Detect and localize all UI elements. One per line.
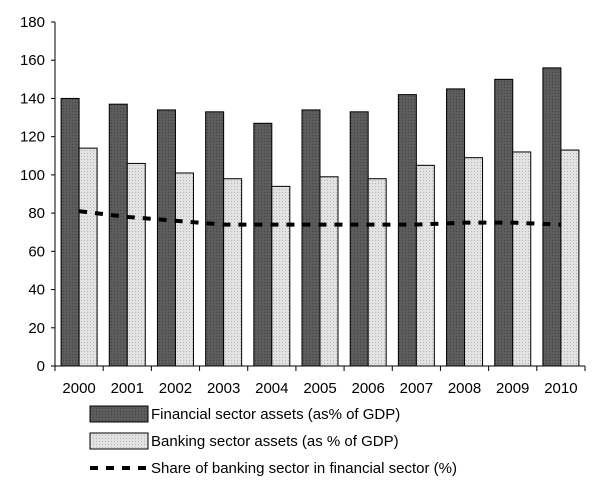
y-tick-label: 140 <box>20 90 45 107</box>
y-tick-label: 60 <box>28 243 45 260</box>
x-tick-label: 2003 <box>207 380 240 397</box>
y-tick-label: 40 <box>28 282 45 299</box>
financial-sector-bar <box>446 88 466 367</box>
banking-sector-bar <box>174 172 194 367</box>
y-tick-label: 120 <box>20 129 45 146</box>
x-axis: 2000 2001 2002 2003 2004 2005 2006 2007 2008 2009… <box>54 365 586 397</box>
financial-sector-bar <box>542 67 562 367</box>
y-tick-label: 160 <box>20 52 45 69</box>
legend-label: Banking sector assets (as % of GDP) <box>151 433 399 450</box>
x-tick-label: 2008 <box>448 380 481 397</box>
financial-sector-bar <box>156 109 176 367</box>
financial-sector-bar <box>253 122 273 367</box>
x-tick-label: 2002 <box>159 380 192 397</box>
banking-sector-bar <box>78 147 98 367</box>
legend-label: Share of banking sector in financial sec… <box>151 460 457 477</box>
legend-banking-swatch <box>89 432 149 450</box>
legend: Financial sector assets (as% of GDP) Bank… <box>89 405 457 477</box>
financial-sector-bar <box>349 111 369 367</box>
financial-sector-bar <box>60 97 80 367</box>
y-tick-label: 80 <box>28 205 45 222</box>
y-tick-label: 0 <box>37 358 45 375</box>
banking-sector-bar <box>512 151 532 367</box>
share-line-path <box>78 209 561 227</box>
x-tick-label: 2004 <box>255 380 288 397</box>
legend-label: Financial sector assets (as% of GDP) <box>151 406 400 423</box>
x-tick-label: 2005 <box>303 380 336 397</box>
financial-sector-bar <box>397 94 417 367</box>
financial-sector-bar <box>108 103 128 367</box>
y-axis: 0 20 40 60 80 100 120 140 160 180 <box>20 14 56 375</box>
y-tick-label: 100 <box>20 167 45 184</box>
y-tick-label: 180 <box>20 14 45 31</box>
banking-sector-bar <box>319 176 339 367</box>
x-tick-label: 2010 <box>544 380 577 397</box>
x-tick-label: 2000 <box>62 380 95 397</box>
x-tick-label: 2006 <box>351 380 384 397</box>
banking-sector-bar <box>560 149 580 367</box>
share-line <box>78 209 561 227</box>
banking-sector-bar <box>126 162 146 367</box>
legend-financial-swatch <box>89 405 149 423</box>
banking-sector-bar <box>367 178 387 367</box>
bars <box>60 67 580 367</box>
financial-sector-bar <box>205 111 225 367</box>
banking-sector-bar <box>464 157 484 367</box>
x-tick-label: 2001 <box>111 380 144 397</box>
banking-sector-bar <box>271 185 291 367</box>
x-tick-label: 2009 <box>496 380 529 397</box>
banking-sector-bar <box>223 178 243 367</box>
banking-sector-bar <box>415 164 435 367</box>
financial-sector-bar <box>301 109 321 367</box>
x-tick-label: 2007 <box>400 380 433 397</box>
y-tick-label: 20 <box>28 320 45 337</box>
